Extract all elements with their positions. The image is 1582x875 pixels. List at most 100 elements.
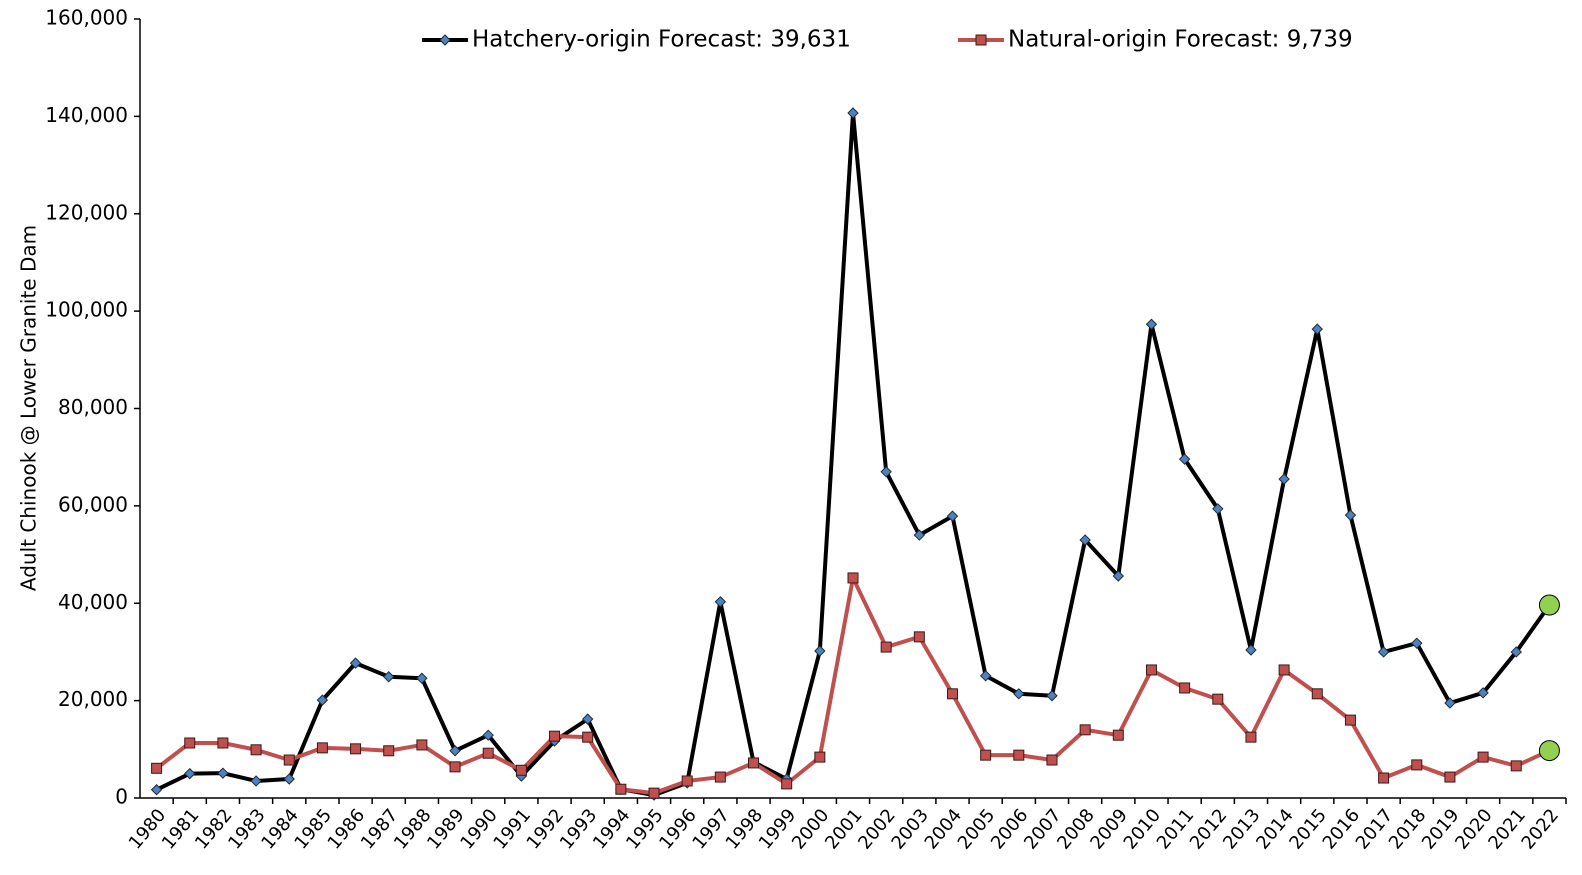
- x-tick-label: 2011: [1153, 805, 1199, 854]
- point: [681, 775, 693, 787]
- point: [1212, 503, 1224, 515]
- point: [1377, 646, 1390, 658]
- x-tick-label: 1983: [224, 805, 270, 854]
- point: [150, 784, 163, 796]
- x-tick-label: 2012: [1186, 805, 1232, 854]
- point: [1079, 534, 1091, 546]
- legend-swatch-marker: [975, 34, 987, 46]
- point: [913, 631, 925, 643]
- x-tick-label: 1982: [191, 805, 237, 854]
- series-line: [155, 110, 1552, 798]
- point: [979, 670, 992, 682]
- point: [184, 737, 196, 749]
- x-tick-label: 2014: [1252, 805, 1298, 854]
- x-tick-label: 1984: [257, 805, 303, 854]
- x-tick-label: 2006: [987, 805, 1033, 854]
- y-tick-label: 60,000: [58, 492, 128, 516]
- x-tick-label: 2021: [1484, 805, 1530, 854]
- point: [1013, 749, 1025, 761]
- point: [1245, 644, 1257, 656]
- x-tick-label: 1985: [291, 805, 337, 854]
- point: [814, 645, 826, 657]
- legend-label: Hatchery-origin Forecast: 39,631: [472, 27, 851, 53]
- point: [1245, 731, 1257, 743]
- point: [217, 767, 229, 779]
- y-tick-label: 120,000: [45, 200, 128, 224]
- point: [1145, 318, 1158, 330]
- x-tick-label: 2010: [1120, 805, 1166, 854]
- x-tick-label: 1987: [357, 805, 403, 854]
- point: [250, 775, 262, 787]
- x-tick-label: 2001: [821, 805, 867, 854]
- x-tick-label: 1988: [390, 805, 436, 854]
- x-tick-label: 2003: [887, 805, 933, 854]
- x-tick-label: 1980: [125, 805, 171, 854]
- point: [748, 757, 760, 769]
- point: [1212, 693, 1224, 705]
- point: [847, 107, 859, 119]
- forecast-point: [1538, 594, 1560, 616]
- y-tick-label: 80,000: [58, 395, 128, 419]
- point: [980, 749, 992, 761]
- point: [1311, 688, 1323, 700]
- point: [880, 466, 892, 478]
- x-tick-label: 1996: [655, 805, 701, 854]
- x-tick-label: 2016: [1319, 805, 1365, 854]
- x-tick-label: 1997: [688, 805, 734, 854]
- point: [217, 737, 229, 749]
- x-tick-label: 1981: [158, 805, 204, 854]
- point: [714, 771, 726, 783]
- point: [1112, 729, 1124, 741]
- x-tick-label: 2022: [1518, 805, 1564, 854]
- point: [515, 764, 527, 776]
- point: [1179, 682, 1191, 694]
- x-tick-label: 1991: [489, 805, 535, 854]
- x-tick-label: 1993: [556, 805, 602, 854]
- x-tick-label: 2004: [921, 805, 967, 854]
- point: [1112, 570, 1125, 582]
- series-line: [155, 575, 1551, 796]
- x-tick-label: 2007: [1020, 805, 1066, 854]
- x-tick-label: 2009: [1086, 805, 1132, 854]
- point: [1046, 690, 1058, 702]
- point: [184, 767, 196, 780]
- legend-label: Natural-origin Forecast: 9,739: [1008, 27, 1353, 53]
- y-tick-label: 20,000: [58, 687, 128, 711]
- point: [1278, 473, 1290, 485]
- y-tick-label: 0: [115, 785, 128, 809]
- point: [615, 783, 627, 795]
- point: [1311, 323, 1323, 335]
- point: [349, 657, 362, 669]
- point: [1510, 760, 1522, 772]
- point: [1444, 697, 1456, 709]
- x-tick-label: 1990: [456, 805, 502, 854]
- x-tick-label: 1989: [423, 805, 469, 854]
- point: [151, 762, 163, 774]
- y-axis-label: Adult Chinook @ Lower Granite Dam: [17, 225, 41, 591]
- forecast-point: [1538, 740, 1560, 762]
- x-tick-label: 2019: [1418, 805, 1464, 854]
- point: [847, 572, 859, 584]
- point: [1079, 724, 1091, 736]
- x-tick-label: 1994: [589, 805, 635, 854]
- y-tick-label: 100,000: [45, 298, 128, 322]
- point: [383, 671, 395, 683]
- point: [1510, 646, 1522, 658]
- point: [1145, 664, 1157, 676]
- point: [1178, 453, 1191, 465]
- point: [1344, 714, 1356, 726]
- y-tick-label: 160,000: [45, 6, 128, 30]
- point: [250, 744, 262, 756]
- x-tick-label: 1998: [722, 805, 768, 854]
- point: [1411, 637, 1423, 649]
- x-tick-label: 2017: [1352, 805, 1398, 854]
- y-tick-label: 40,000: [58, 590, 128, 614]
- y-tick-label: 140,000: [45, 103, 128, 127]
- point: [283, 754, 295, 766]
- point: [350, 743, 362, 755]
- point: [880, 641, 892, 653]
- point: [581, 713, 594, 725]
- point: [946, 510, 959, 522]
- point: [416, 739, 428, 751]
